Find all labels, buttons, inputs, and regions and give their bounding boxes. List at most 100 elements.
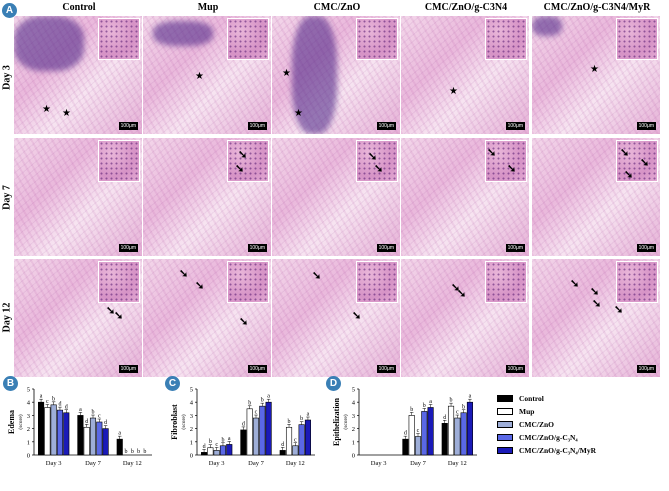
magnified-inset: [356, 261, 398, 303]
star-marker-icon: ★: [449, 86, 458, 97]
x-tick-label: Day 12: [123, 460, 142, 467]
cell-nuclei-pattern: [99, 19, 139, 59]
x-tick-label: Day 12: [448, 460, 467, 467]
y-tick-label: 3: [190, 413, 193, 420]
y-tick-label: 3: [352, 413, 355, 420]
x-tick-label: Day 3: [371, 460, 387, 467]
panel-b-badge: B: [3, 376, 18, 391]
histology-image: ➘ ➘ 100μm: [272, 138, 400, 256]
significance-letter: c: [255, 410, 258, 416]
dense-infiltrate-region: [153, 21, 213, 46]
scale-bar: 100μm: [505, 365, 525, 373]
bar: [460, 412, 467, 456]
bar: [44, 407, 51, 456]
arrow-marker-icon: ➘: [624, 169, 634, 181]
cell-nuclei-pattern: [228, 19, 268, 59]
significance-letter: d: [104, 420, 107, 426]
significance-letter: b: [52, 396, 55, 402]
arrow-marker-icon: ➘: [114, 310, 124, 322]
bar: [447, 405, 455, 456]
cell-nuclei-pattern: [99, 262, 139, 302]
bar: [89, 417, 97, 456]
panel-c-badge: C: [165, 376, 180, 391]
histology-image: ➘ ➘ 100μm: [272, 259, 400, 377]
significance-letter: b: [410, 407, 413, 413]
row-header-day3: Day 3: [1, 65, 13, 90]
arrow-marker-icon: ➘: [590, 286, 600, 298]
arrow-marker-icon: ➘: [640, 157, 650, 169]
scale-bar: 100μm: [118, 365, 138, 373]
significance-letter: b: [450, 398, 453, 404]
bar: [240, 429, 247, 456]
significance-letter: b: [137, 449, 140, 455]
bar: [219, 445, 227, 456]
significance-letter: b: [248, 400, 251, 406]
x-tick-label: Day 7: [248, 460, 264, 467]
significance-letter: c: [456, 410, 459, 416]
y-tick-label: 0: [352, 453, 355, 460]
magnified-inset: [98, 261, 140, 303]
y-axis-title: Epithelization: [332, 397, 341, 446]
significance-letter: c: [215, 442, 218, 448]
arrow-marker-icon: ➘: [570, 278, 580, 290]
star-marker-icon: ★: [282, 68, 291, 79]
significance-letter: b: [209, 439, 212, 445]
scale-bar: 100μm: [247, 122, 267, 130]
bar: [285, 426, 293, 456]
y-tick-label: 3: [27, 413, 30, 420]
arrow-marker-icon: ➘: [374, 163, 384, 175]
scale-bar: 100μm: [505, 122, 525, 130]
y-tick-label: 2: [352, 426, 355, 433]
cell-nuclei-pattern: [486, 19, 526, 59]
cell-nuclei-pattern: [228, 262, 268, 302]
magnified-inset: [227, 261, 269, 303]
significance-letter: c: [98, 414, 101, 420]
y-tick-label: 1: [27, 439, 30, 446]
legend-label: CMC/ZnO/g-C₃N₄: [519, 433, 578, 442]
magnified-inset: [485, 261, 527, 303]
column-header-control: Control: [62, 2, 96, 13]
panel-d-badge: D: [326, 376, 341, 391]
legend-swatch: [497, 408, 513, 415]
cell-nuclei-pattern: [486, 141, 526, 181]
magnified-inset: [227, 140, 269, 182]
column-header-cmc-zno-gc3n4: CMC/ZnO/g-C3N4: [424, 2, 508, 13]
arrow-marker-icon: ➘: [451, 282, 461, 294]
bar: [56, 409, 64, 456]
legend-swatch: [497, 395, 513, 402]
arrow-marker-icon: ➘: [238, 149, 248, 161]
y-axis-unit: (score): [342, 414, 349, 429]
y-tick-label: 5: [352, 387, 355, 394]
dense-infiltrate-region: [532, 16, 562, 36]
significance-letter: d: [65, 404, 68, 410]
y-axis-title: Fibroblast: [170, 404, 179, 440]
scale-bar: 100μm: [118, 244, 138, 252]
scale-bar: 100μm: [636, 365, 656, 373]
arrow-marker-icon: ➘: [620, 147, 630, 159]
arrow-marker-icon: ➘: [312, 270, 322, 282]
arrow-marker-icon: ➘: [106, 305, 116, 317]
magnified-inset: [356, 140, 398, 182]
histology-image: ★ ★ 100μm: [272, 16, 400, 134]
magnified-inset: [227, 18, 269, 60]
significance-letter: b: [92, 410, 95, 416]
arrow-marker-icon: ➘: [195, 280, 205, 292]
histology-image: ★ 100μm: [143, 16, 271, 134]
arrow-marker-icon: ➘: [507, 163, 517, 175]
arrow-marker-icon: ➘: [352, 310, 362, 322]
x-tick-label: Day 3: [209, 460, 225, 467]
y-tick-label: 2: [27, 426, 30, 433]
bar: [259, 405, 266, 456]
bar: [414, 436, 422, 456]
magnified-inset: [616, 18, 658, 60]
y-axis-title: Edema: [7, 410, 16, 434]
bar: [207, 447, 214, 456]
bar: [252, 417, 260, 456]
significance-letter: b: [125, 449, 128, 455]
bar: [213, 450, 220, 456]
y-axis-unit: (score): [17, 414, 24, 429]
cell-nuclei-pattern: [357, 19, 397, 59]
significance-letter: c: [46, 399, 49, 405]
bar: [77, 415, 84, 456]
